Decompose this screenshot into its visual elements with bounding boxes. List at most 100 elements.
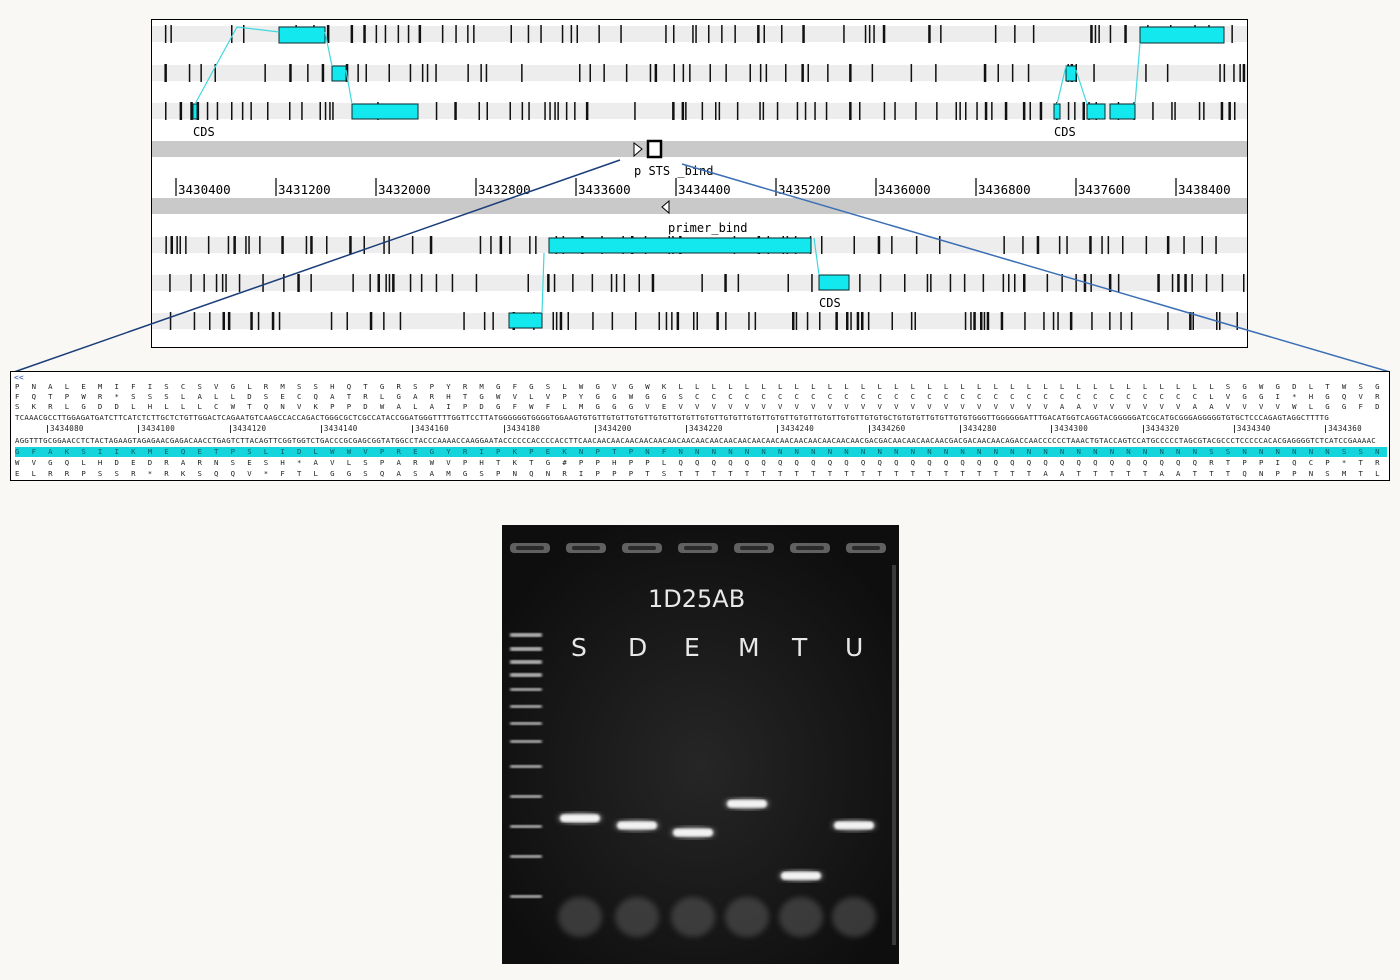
stop-codon-tick xyxy=(658,312,660,330)
stop-codon-tick xyxy=(250,102,252,120)
stop-codon-tick xyxy=(635,312,637,330)
cds-label-left: CDS xyxy=(193,125,215,139)
stop-codon-tick xyxy=(421,64,424,82)
stop-codon-tick xyxy=(259,236,261,254)
stop-codon-tick xyxy=(715,102,717,120)
stop-codon-tick xyxy=(196,102,200,120)
stop-codon-tick xyxy=(1117,274,1120,292)
stop-codon-tick xyxy=(1231,25,1233,43)
stop-codon-tick xyxy=(535,236,537,254)
stop-codon-tick xyxy=(665,312,668,330)
stop-codon-tick xyxy=(375,25,378,43)
stop-codon-tick xyxy=(451,274,454,292)
stop-codon-tick xyxy=(329,102,331,120)
stop-codon-tick xyxy=(245,236,247,254)
cds-exon xyxy=(278,26,326,44)
stop-codon-tick xyxy=(1171,102,1173,120)
gel-canvas xyxy=(502,525,899,964)
stop-codon-tick xyxy=(409,64,412,82)
stop-codon-tick xyxy=(214,64,216,82)
stop-codon-tick xyxy=(1220,102,1224,120)
cds-exon xyxy=(1139,26,1225,44)
ruler-label: 3436000 xyxy=(878,182,931,197)
stop-codon-tick xyxy=(227,236,230,254)
stop-codon-tick xyxy=(559,312,563,330)
stop-codon-tick xyxy=(718,102,721,120)
stop-codon-tick xyxy=(164,25,167,43)
lane-label-u: U xyxy=(845,633,864,662)
cds-exon xyxy=(508,312,543,329)
forward-strand-band xyxy=(152,141,1247,157)
stop-codon-tick xyxy=(216,102,219,120)
exon-connector xyxy=(1075,69,1088,105)
stop-codon-tick xyxy=(363,25,366,43)
exon-connector xyxy=(194,26,280,105)
primer-dimer-smear xyxy=(832,897,876,937)
stop-codon-tick xyxy=(521,102,524,120)
stop-codon-tick xyxy=(193,312,196,330)
stop-codon-tick xyxy=(610,274,613,292)
stop-codon-tick xyxy=(736,102,739,120)
stop-codon-tick xyxy=(190,274,192,292)
stop-codon-tick xyxy=(528,102,530,120)
stop-codon-tick xyxy=(701,102,704,120)
stop-codon-tick xyxy=(579,64,581,82)
stop-codon-tick xyxy=(170,25,172,43)
stop-codon-tick xyxy=(716,312,719,330)
stop-codon-tick xyxy=(565,102,568,120)
stop-codon-tick xyxy=(241,102,244,120)
stop-codon-tick xyxy=(572,274,574,292)
stop-codon-tick xyxy=(1089,236,1092,254)
genome-map-panel: 3430400 3431200 3432000 3432800 3433600 34344… xyxy=(151,19,1248,348)
stop-codon-tick xyxy=(991,102,993,120)
stop-codon-tick xyxy=(701,274,703,292)
sequence-detail-panel: << P N A L E M I F I S C S V G L R M S S… xyxy=(10,371,1390,481)
stop-codon-tick xyxy=(435,64,437,82)
stop-codon-tick xyxy=(1192,312,1194,330)
stop-codon-tick xyxy=(388,64,390,82)
gel-well-inner xyxy=(572,546,600,550)
stop-codon-tick xyxy=(676,312,680,330)
stop-codon-tick xyxy=(737,274,740,292)
stop-codon-tick xyxy=(554,102,556,120)
stop-codon-tick xyxy=(454,102,457,120)
stop-codon-tick xyxy=(1120,312,1122,330)
stop-codon-tick xyxy=(576,25,578,43)
stop-codon-tick xyxy=(591,274,594,292)
stop-codon-tick xyxy=(1008,274,1010,292)
stop-codon-tick xyxy=(681,102,685,120)
stop-codon-tick xyxy=(409,274,412,292)
stop-codon-tick xyxy=(185,236,187,254)
stop-codon-tick xyxy=(949,274,952,292)
stop-codon-tick xyxy=(485,64,488,82)
scroll-left-arrow[interactable]: << xyxy=(14,373,24,382)
stop-codon-tick xyxy=(169,274,171,292)
stop-codon-tick xyxy=(936,102,938,120)
stop-codon-tick xyxy=(215,274,218,292)
stop-codon-tick xyxy=(1174,102,1176,120)
stop-codon-tick xyxy=(891,312,893,330)
stop-codon-tick xyxy=(418,25,422,43)
stop-codon-tick xyxy=(819,312,821,330)
stop-codon-tick xyxy=(665,25,667,43)
stop-codon-tick xyxy=(725,312,727,330)
stop-codon-tick xyxy=(959,102,961,120)
stop-codon-tick xyxy=(369,274,371,292)
ladder-band xyxy=(510,673,542,677)
stop-codon-tick xyxy=(982,274,985,292)
stop-codon-tick xyxy=(1184,274,1187,292)
stop-codon-tick xyxy=(486,102,488,120)
stop-codon-tick xyxy=(1002,274,1005,292)
stop-codon-tick xyxy=(350,25,354,43)
stop-codon-tick xyxy=(749,64,751,82)
stop-codon-tick xyxy=(1219,312,1221,330)
stop-codon-tick xyxy=(1057,312,1059,330)
stop-codon-tick xyxy=(262,274,264,292)
stop-codon-tick xyxy=(682,64,685,82)
stop-codon-tick xyxy=(207,236,210,254)
pcr-band xyxy=(781,871,821,880)
stop-codon-tick xyxy=(1022,236,1024,254)
stop-codon-tick xyxy=(1023,274,1026,292)
stop-codon-tick xyxy=(1236,312,1238,330)
stop-codon-tick xyxy=(1239,64,1241,82)
